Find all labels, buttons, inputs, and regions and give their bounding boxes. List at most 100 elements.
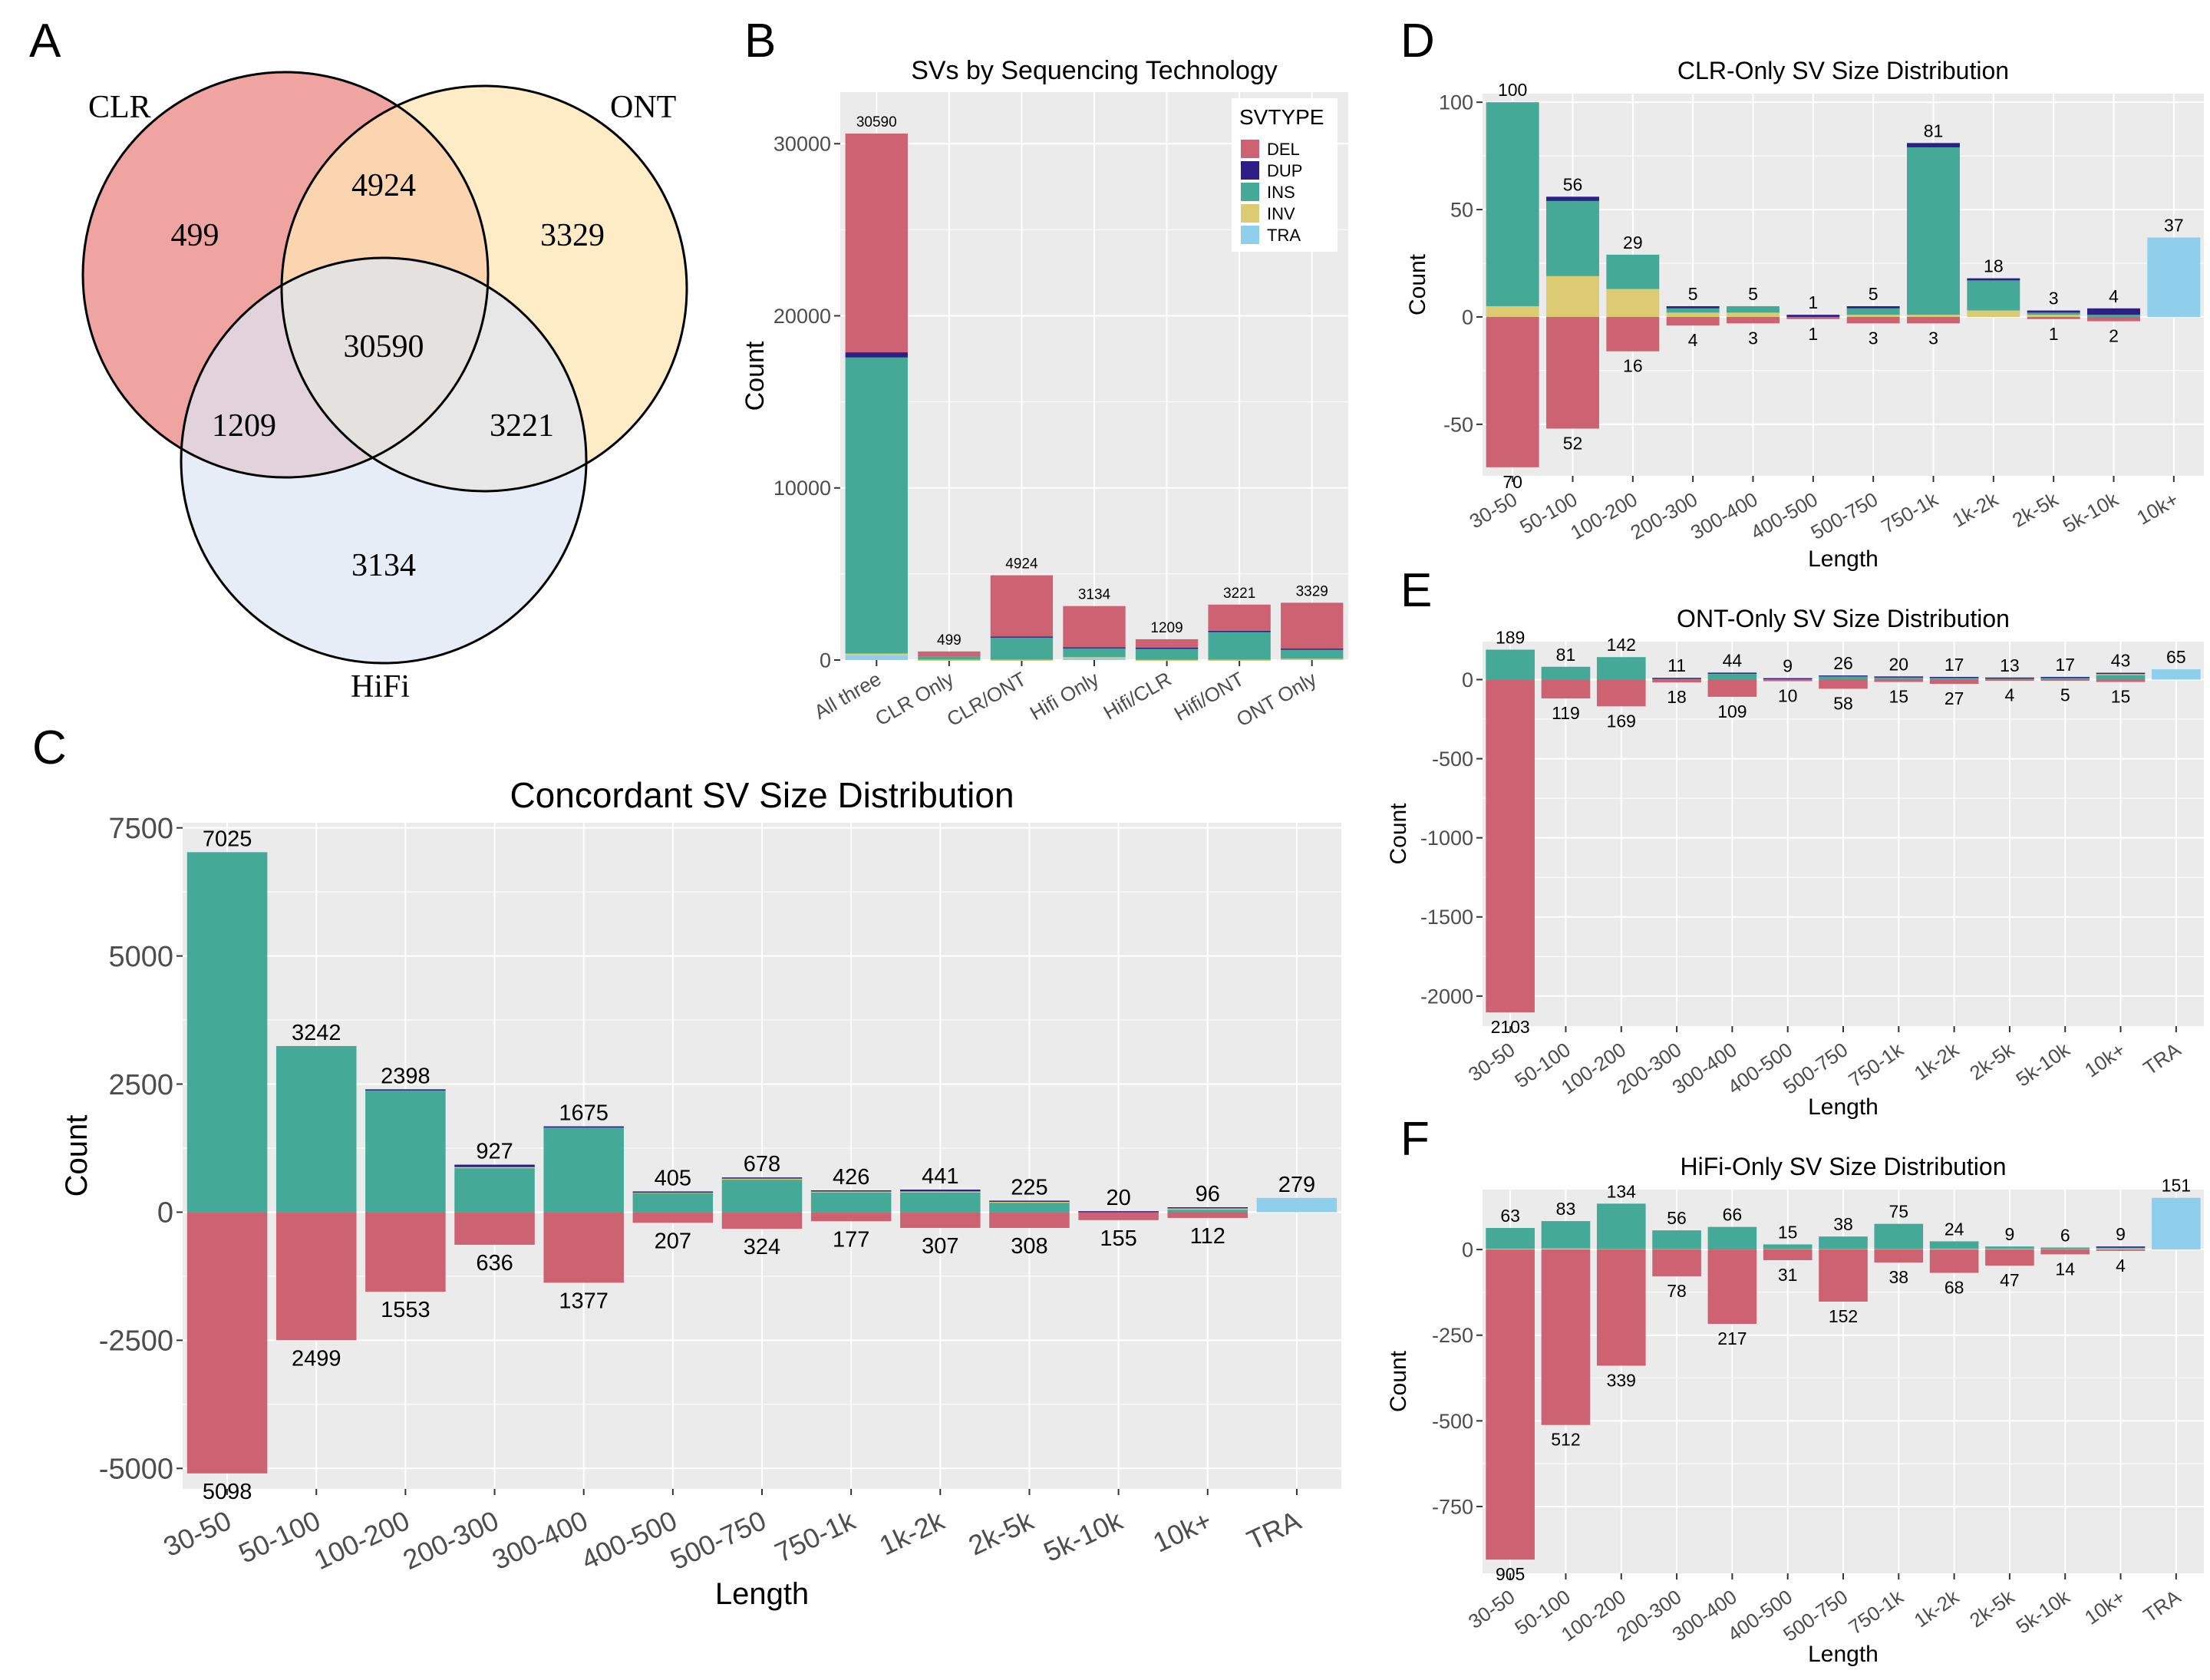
chart-c-concordant: -5000 -2500 0 2500 5000 7500 7025 3242 2398 927 16…	[60, 775, 1341, 1611]
chart-title: SVs by Sequencing Technology	[911, 56, 1278, 85]
data-label-positive: 38	[1833, 1214, 1853, 1234]
chart-d-clr-only: -50 0 50 100 100 56 29 5 5 1 5 81 18 3 4 37 70 52 16 4 3 1 3 3 1…	[1405, 57, 2204, 572]
bar-segment-dup	[989, 1200, 1070, 1202]
x-tick-label: 2k-5k	[2008, 487, 2063, 532]
data-label-positive: 37	[2164, 215, 2184, 235]
x-tick-label: 200-300	[1627, 487, 1702, 544]
data-label-negative: 109	[1717, 701, 1747, 721]
data-label-positive: 3242	[292, 1021, 341, 1045]
bar-segment-inv	[1208, 659, 1271, 662]
data-label-negative: 70	[1502, 472, 1522, 492]
data-label-positive: 1	[1808, 292, 1818, 312]
data-label-negative: 58	[1833, 693, 1853, 713]
y-tick-label: 10000	[774, 477, 831, 500]
x-tick-label: 500-750	[665, 1504, 770, 1576]
bar-segment-ins	[1907, 147, 1960, 315]
bar-segment-del	[2040, 1249, 2090, 1255]
data-label-positive: 81	[1924, 120, 1944, 140]
bar-segment-del	[275, 1212, 357, 1341]
venn-outline-hifi	[180, 256, 588, 665]
data-label-positive: 44	[1723, 650, 1743, 670]
bar-segment-del	[1078, 1212, 1159, 1220]
data-label-negative: 155	[1100, 1226, 1136, 1251]
venn-label-hifi: HiFi	[351, 669, 410, 705]
legend-swatch-ins	[1241, 183, 1259, 201]
bar-segment-inv	[454, 1167, 535, 1169]
bar-segment-inv	[1486, 1249, 1535, 1250]
bar-segment-dup	[2096, 672, 2146, 675]
data-label-negative: 177	[833, 1227, 869, 1252]
legend-label-tra: TRA	[1267, 226, 1301, 245]
data-label-negative: 47	[2000, 1270, 2020, 1290]
x-tick-label: 300-400	[487, 1504, 592, 1576]
data-label-negative: 2103	[1491, 1017, 1530, 1037]
bar-segment-ins	[2040, 677, 2090, 680]
bar-segment-ins	[1541, 1221, 1591, 1249]
legend-label-inv: INV	[1267, 204, 1295, 223]
panel-letter-f: F	[1400, 1113, 1430, 1166]
venn-count-clr-hifi: 1209	[212, 408, 276, 444]
x-tick-label: 750-1k	[770, 1504, 860, 1569]
bar-segment-inv	[918, 659, 981, 662]
bar-segment-del	[1786, 316, 1840, 319]
bar-segment-del	[1874, 1249, 1924, 1263]
data-label-positive: 6	[2060, 1225, 2070, 1245]
y-axis-label: Count	[1405, 253, 1430, 315]
x-tick-label: 50-100	[234, 1504, 325, 1569]
bar-segment-ins	[1666, 308, 1720, 313]
chart-f-hifi-only: -750 -500 -250 0 63 83 134 56 66 15 38 75 24 9 6 9 151 90…	[1386, 1153, 2204, 1667]
bar-segment-ins	[275, 1045, 357, 1213]
bar-segment-dup	[1786, 315, 1840, 317]
data-label-positive: 9	[2005, 1224, 2015, 1244]
data-label-positive: 9	[1783, 656, 1793, 676]
bar-segment-del	[1929, 1249, 1979, 1273]
x-tick-label: 100-200	[309, 1504, 414, 1576]
bar-segment-ins	[1846, 308, 1900, 315]
bar-segment-del	[1167, 1212, 1248, 1218]
bar-segment-del	[1486, 1249, 1535, 1560]
data-label-positive: 5	[1748, 284, 1758, 304]
bar-segment-ins	[990, 636, 1054, 660]
x-tick-label: 400-500	[576, 1504, 681, 1576]
x-tick-label: 100-200	[1566, 487, 1641, 544]
bar-segment-del	[1846, 316, 1900, 324]
data-label-negative: 339	[1607, 1370, 1636, 1390]
bar-segment-del	[810, 1212, 892, 1222]
y-tick-label: 50	[1450, 199, 1473, 222]
data-label-negative: 27	[1944, 688, 1964, 708]
bar-segment-del	[1874, 679, 1924, 682]
bar-segment-dup	[810, 1190, 892, 1192]
y-tick-label: 0	[1462, 1239, 1473, 1262]
bar-segment-dup	[1281, 649, 1344, 650]
x-tick-label: 200-300	[398, 1504, 503, 1576]
bar-segment-ins	[1985, 1246, 2034, 1249]
bar-segment-ins	[1486, 102, 1539, 306]
bar-segment-ins	[845, 357, 908, 654]
bar-segment-del	[1486, 679, 1535, 1013]
bar-segment-dup	[1208, 630, 1271, 632]
bar-segment-ins	[1486, 649, 1535, 680]
x-tick-label: 1k-2k	[875, 1504, 950, 1562]
y-axis-label: Count	[1386, 803, 1411, 865]
x-tick-label: 1k-2k	[1910, 1038, 1964, 1085]
bar-segment-dup	[990, 636, 1054, 638]
venn-count-hifi-only: 3134	[351, 548, 416, 583]
bar-segment-del	[1819, 1249, 1868, 1302]
legend-label-dup: DUP	[1267, 161, 1302, 180]
data-label-negative: 3	[1869, 328, 1879, 348]
y-tick-label: -250	[1432, 1324, 1473, 1347]
data-label-total: 3221	[1223, 586, 1255, 602]
bar-segment-del	[1063, 606, 1126, 648]
data-label-positive: 5	[1869, 284, 1879, 304]
data-label-total: 3329	[1296, 583, 1328, 599]
bar-segment-del	[1666, 316, 1720, 326]
data-label-negative: 1553	[381, 1298, 430, 1322]
y-tick-label: 0	[157, 1197, 173, 1229]
bar-segment-dup	[632, 1191, 714, 1193]
data-label-negative: 308	[1011, 1234, 1047, 1259]
y-tick-label: 30000	[774, 133, 831, 156]
y-tick-label: -750	[1432, 1495, 1473, 1518]
bar-segment-del	[1707, 679, 1757, 697]
data-label-negative: 1	[2049, 324, 2059, 344]
